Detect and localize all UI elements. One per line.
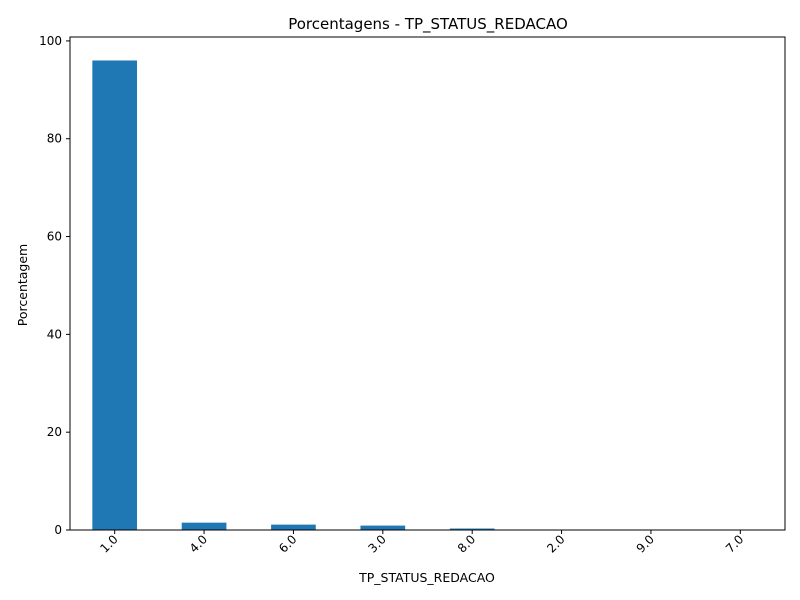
- plot-frame: [69, 36, 786, 531]
- bar-1.0: [92, 60, 138, 530]
- bar-3.0: [360, 525, 406, 530]
- x-axis: 1.0 4.0 6.0 3.0 8.0 2.0 9.0 7.0: [97, 530, 746, 556]
- bars-group: [92, 60, 763, 530]
- y-tick-label: 0: [54, 523, 62, 537]
- y-tick-label: 100: [39, 34, 62, 48]
- y-tick-label: 60: [47, 230, 62, 244]
- x-tick-label: 1.0: [97, 532, 120, 555]
- bar-6.0: [271, 524, 316, 530]
- chart-title: Porcentagens - TP_STATUS_REDACAO: [288, 15, 568, 34]
- y-tick-label: 20: [47, 425, 62, 439]
- x-tick-label: 2.0: [544, 532, 567, 555]
- y-axis-label: Porcentagem: [15, 244, 30, 326]
- x-axis-label: TP_STATUS_REDACAO: [358, 570, 495, 585]
- x-tick-label: 4.0: [187, 532, 210, 555]
- x-tick-label: 8.0: [455, 532, 478, 555]
- y-axis: 0 20 40 60 80 100: [39, 34, 70, 537]
- x-tick-label: 6.0: [276, 532, 299, 555]
- x-tick-label: 7.0: [723, 532, 746, 555]
- y-tick-label: 40: [47, 327, 62, 341]
- x-tick-label: 3.0: [366, 532, 389, 555]
- bar-4.0: [181, 522, 227, 530]
- x-tick-label: 9.0: [634, 532, 657, 555]
- bar-8.0: [449, 528, 495, 530]
- y-tick-label: 80: [47, 132, 62, 146]
